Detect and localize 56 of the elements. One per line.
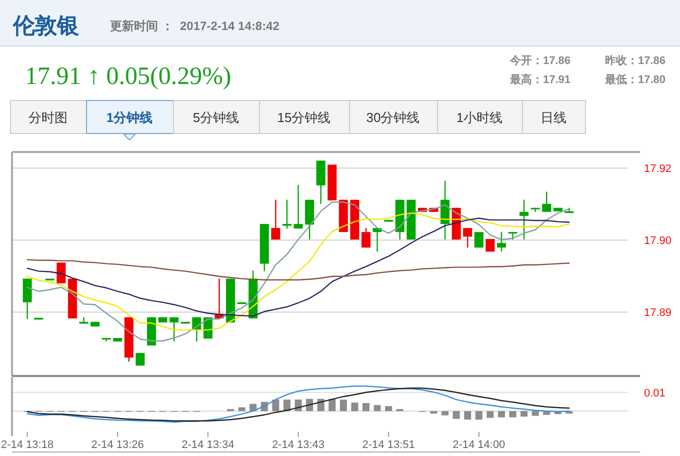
bar	[520, 411, 528, 417]
line-series	[26, 218, 570, 317]
candlestick	[294, 184, 303, 230]
text: 最低：17.80	[604, 74, 666, 86]
bar	[498, 411, 505, 418]
bar	[272, 400, 280, 412]
bar	[430, 411, 438, 414]
chart-title: 伦敦银	[12, 13, 80, 38]
bar	[328, 398, 336, 412]
text: 日线	[540, 110, 566, 125]
bar	[442, 411, 449, 416]
candlestick	[474, 231, 484, 248]
bar	[452, 411, 460, 419]
text: 15分钟线	[277, 110, 331, 125]
bar	[475, 411, 482, 420]
y-tick-label: 17.89	[644, 307, 672, 320]
text: 今开：17.86	[509, 54, 571, 67]
text: 昨收：17.86	[605, 54, 666, 67]
y-tick-label: 17.90	[644, 235, 672, 248]
line-series	[26, 259, 570, 280]
candlestick	[271, 199, 280, 240]
x-tick-label: 2-14 13:18	[0, 439, 54, 451]
candlestick	[170, 316, 179, 342]
bar	[362, 403, 370, 412]
candlestick	[542, 191, 552, 212]
text: 0.01	[644, 387, 666, 400]
bar	[464, 411, 472, 420]
bar	[283, 400, 290, 412]
text: 17.91 ↑ 0.05(0.29%)	[25, 63, 232, 90]
x-tick-label: 2-14 13:51	[362, 439, 415, 451]
bar	[238, 407, 246, 412]
bar	[509, 411, 516, 418]
x-tick-label: 2-14 14:00	[452, 439, 506, 451]
x-tick-label: 2-14 13:26	[91, 439, 144, 451]
bar	[374, 405, 381, 412]
text: 5分钟线	[192, 110, 240, 125]
bar	[351, 402, 358, 412]
bar	[340, 400, 347, 412]
text: 分时图	[28, 110, 68, 125]
candlestick	[56, 262, 66, 284]
candlestick	[520, 199, 529, 240]
y-tick-label: 17.92	[644, 163, 672, 176]
candlestick	[463, 227, 472, 248]
text: 1分钟线	[106, 110, 153, 125]
x-tick-label: 2-14 13:34	[182, 439, 234, 451]
candlestick	[361, 227, 370, 248]
candlestick	[22, 278, 32, 320]
candlestick	[496, 231, 506, 252]
bar	[486, 411, 494, 418]
x-tick-label: 2-14 13:43	[272, 439, 325, 451]
text: 1小时线	[456, 110, 503, 125]
bar	[532, 411, 539, 416]
text: 最高：17.91	[509, 73, 571, 86]
bar	[385, 406, 392, 412]
chart-subtitle: 更新时间 ： 2017-2-14 14:8:42	[110, 19, 280, 33]
text: 30分钟线	[366, 110, 420, 125]
